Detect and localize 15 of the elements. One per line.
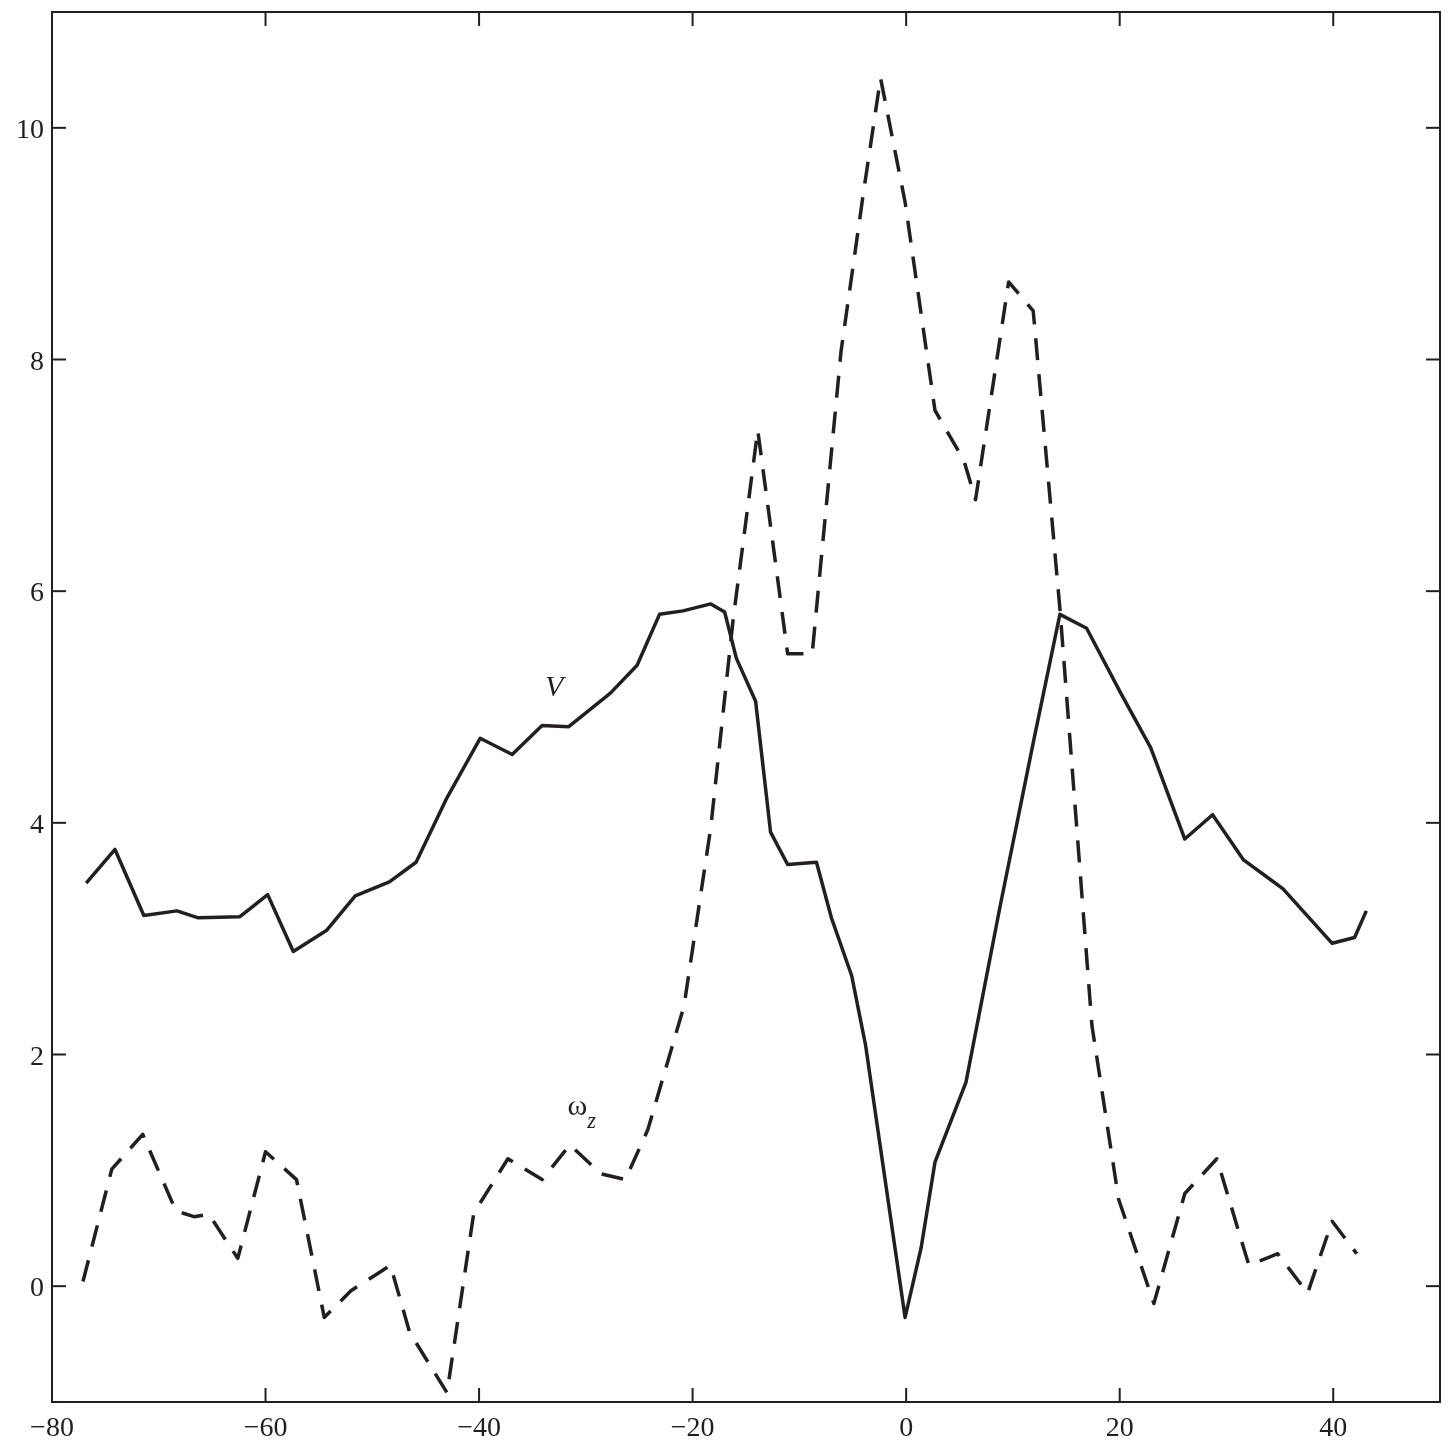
x-tick-label: −80 <box>30 1411 74 1442</box>
x-tick-label: 40 <box>1319 1411 1348 1442</box>
y-tick-label: 8 <box>30 344 44 376</box>
y-tick-label: 6 <box>30 576 44 608</box>
y-tick-label: 10 <box>16 112 44 144</box>
x-tick-label: −60 <box>243 1411 288 1442</box>
series-label: V <box>544 668 567 702</box>
y-tick-label: 0 <box>30 1271 44 1303</box>
y-tick-label: 2 <box>30 1039 44 1071</box>
y-tick-label: 4 <box>30 807 44 839</box>
series-label: ω$_{z}$ <box>567 1087 597 1133</box>
x-tick-label: 20 <box>1105 1411 1134 1442</box>
x-tick-label: −20 <box>670 1411 715 1442</box>
x-tick-label: −40 <box>457 1411 501 1442</box>
x-tick-label: 0 <box>899 1411 914 1442</box>
